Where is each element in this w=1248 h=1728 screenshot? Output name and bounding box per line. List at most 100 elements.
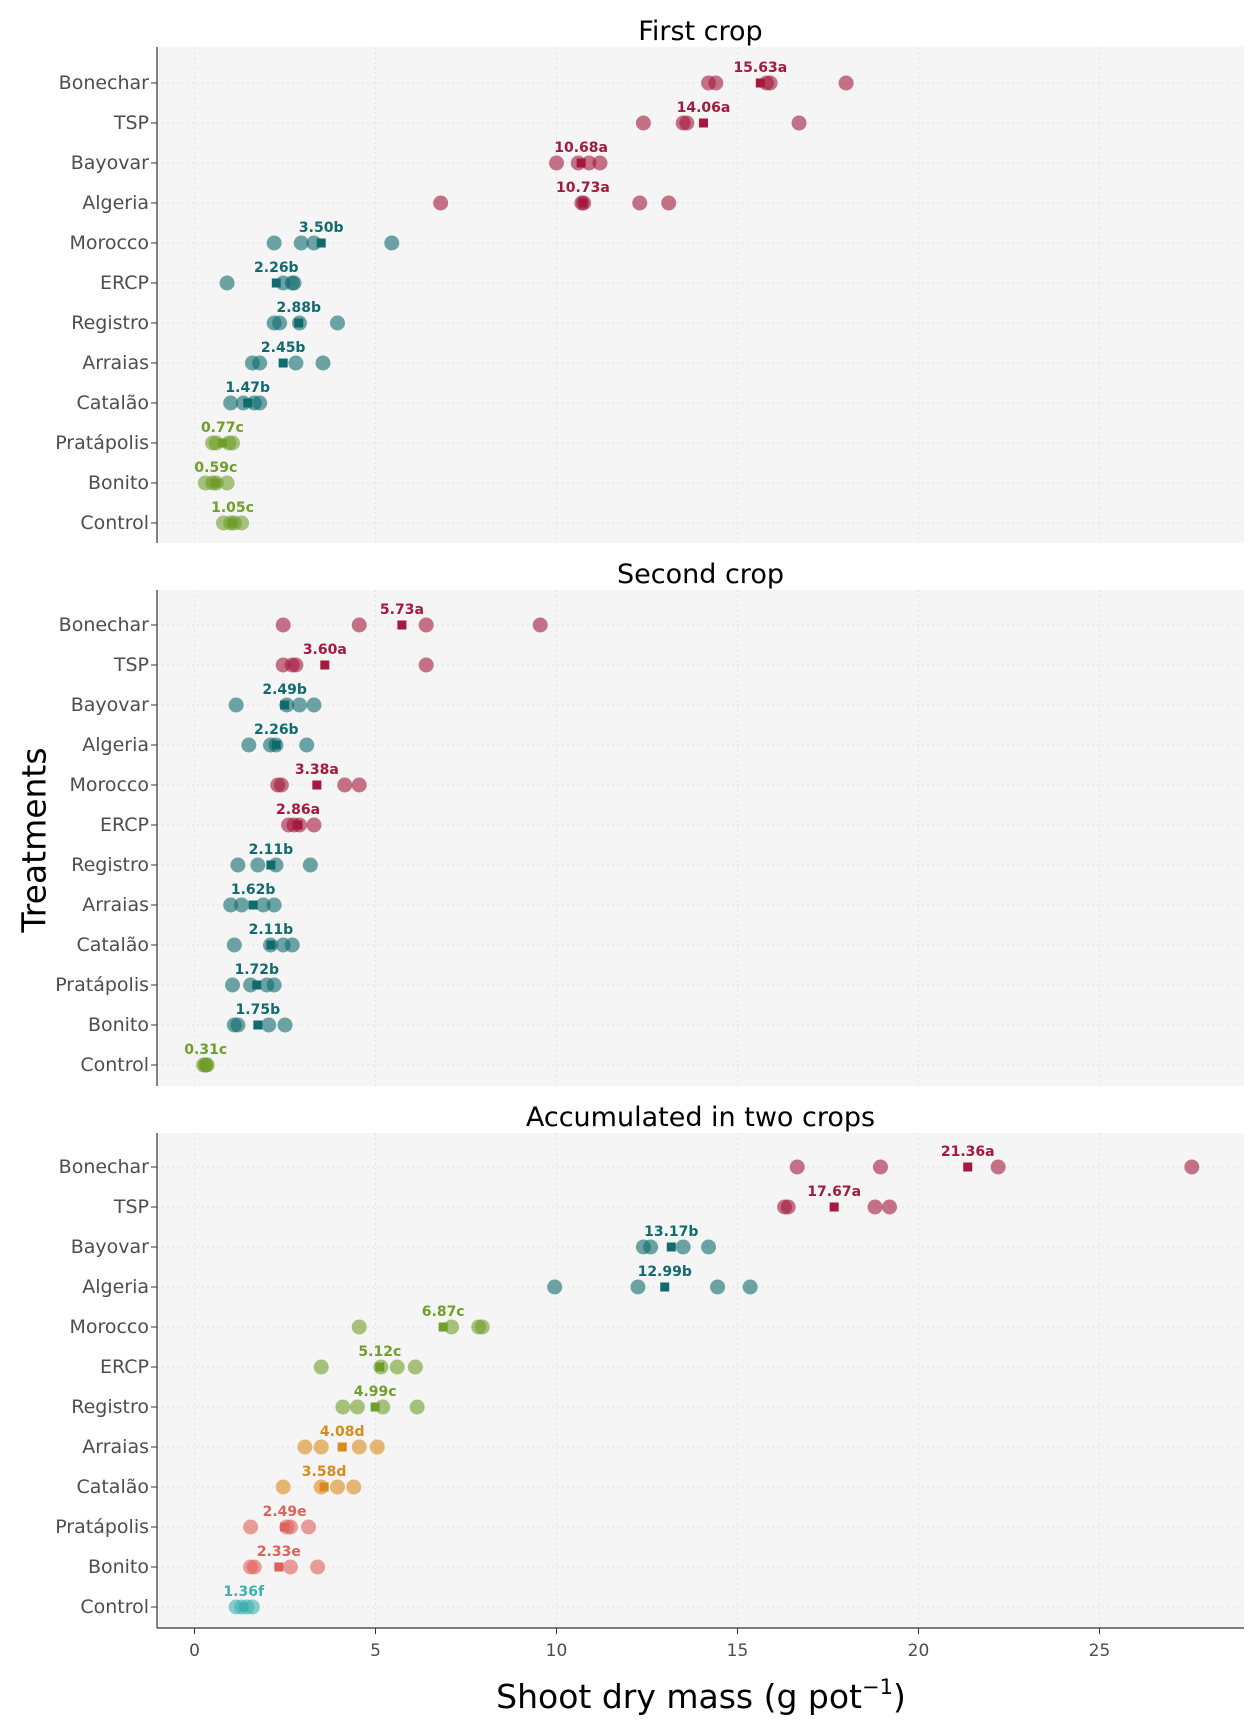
x-tick-label: 5	[370, 1641, 381, 1661]
data-point	[351, 1319, 367, 1335]
y-tick-label: Bonechar	[59, 72, 150, 94]
mean-label: 3.58d	[302, 1464, 347, 1480]
data-point	[250, 857, 266, 873]
y-tick-label: Morocco	[69, 774, 149, 796]
y-tick-label: Pratápolis	[55, 432, 149, 454]
y-tick-label: Bonechar	[59, 614, 150, 636]
data-point	[219, 475, 235, 491]
data-point	[549, 155, 564, 171]
mean-marker	[239, 1602, 249, 1612]
mean-marker	[274, 1562, 284, 1572]
data-point	[867, 1199, 883, 1215]
data-point	[223, 897, 239, 913]
data-point	[349, 1399, 365, 1415]
y-tick-label: TSP	[113, 112, 149, 134]
data-point	[277, 1017, 293, 1033]
data-point	[990, 1159, 1006, 1175]
mean-marker	[320, 660, 330, 670]
data-point	[243, 1519, 259, 1535]
x-axis-title-superscript: −1	[862, 1675, 893, 1699]
data-point	[297, 1439, 313, 1455]
data-point	[329, 1479, 345, 1495]
y-tick-label: Registro	[71, 312, 149, 334]
data-point	[384, 235, 400, 251]
mean-label: 0.31c	[184, 1042, 227, 1058]
panel-2: Bonechar TSP Bayovar Algeria Morocco ERCP Regi…	[55, 559, 1244, 1086]
mean-marker	[280, 1522, 290, 1532]
data-point	[762, 75, 778, 91]
data-point	[219, 275, 235, 291]
mean-marker	[278, 358, 288, 368]
mean-label: 2.11b	[249, 842, 294, 858]
data-point	[701, 1239, 717, 1255]
mean-marker	[337, 1442, 347, 1452]
data-point	[301, 1519, 317, 1535]
y-tick-label: Arraias	[82, 1436, 149, 1458]
mean-label: 3.50b	[299, 220, 344, 236]
data-point	[547, 1279, 563, 1295]
data-point	[407, 1359, 423, 1375]
mean-marker	[963, 1162, 973, 1172]
data-point	[418, 617, 434, 633]
data-point	[299, 737, 315, 753]
mean-marker	[294, 318, 304, 328]
data-point	[275, 1479, 291, 1495]
mean-marker	[253, 1020, 263, 1030]
mean-label: 5.73a	[380, 602, 424, 618]
mean-label: 5.12c	[358, 1344, 401, 1360]
mean-marker	[248, 900, 258, 910]
data-point	[329, 315, 345, 331]
data-point	[266, 897, 282, 913]
data-point	[346, 1479, 362, 1495]
data-point	[273, 777, 289, 793]
mean-label: 2.49b	[262, 682, 307, 698]
data-point	[230, 857, 246, 873]
mean-marker	[271, 278, 281, 288]
panel-background	[157, 590, 1244, 1086]
panel-title: First crop	[638, 16, 762, 47]
mean-label: 1.72b	[234, 962, 279, 978]
data-point	[288, 657, 304, 673]
mean-marker	[266, 860, 276, 870]
mean-label: 1.36f	[223, 1584, 265, 1600]
data-point	[302, 857, 318, 873]
panel-3: Bonechar TSP Bayovar Algeria Morocco ERCP Regi…	[55, 1102, 1244, 1661]
x-tick-label: 20	[908, 1641, 930, 1661]
y-tick-label: TSP	[113, 1196, 149, 1218]
mean-marker	[397, 620, 407, 630]
mean-label: 2.88b	[276, 300, 321, 316]
data-point	[418, 657, 434, 673]
y-tick-label: Algeria	[82, 734, 149, 756]
data-point	[592, 155, 608, 171]
mean-marker	[666, 1242, 676, 1252]
data-point	[351, 777, 367, 793]
y-tick-label: Bayovar	[71, 694, 149, 716]
data-point	[444, 1319, 460, 1335]
data-point	[679, 115, 695, 131]
data-point	[275, 617, 291, 633]
mean-label: 6.87c	[422, 1304, 465, 1320]
y-tick-label: ERCP	[100, 1356, 149, 1378]
mean-marker	[698, 118, 708, 128]
mean-label: 4.99c	[354, 1384, 397, 1400]
x-tick-label: 15	[727, 1641, 749, 1661]
panel-1: Bonechar TSP Bayovar Algeria Morocco ERCP Regi…	[55, 16, 1244, 543]
data-point	[266, 977, 282, 993]
data-point	[293, 235, 309, 251]
mean-label: 2.49e	[263, 1504, 307, 1520]
y-tick-label: Catalão	[76, 934, 149, 956]
mean-label: 12.99b	[638, 1264, 692, 1280]
data-point	[225, 977, 241, 993]
y-tick-label: Catalão	[76, 392, 149, 414]
mean-marker	[660, 1282, 670, 1292]
data-point	[310, 1559, 326, 1575]
y-tick-label: Control	[80, 1054, 149, 1076]
data-point	[882, 1199, 898, 1215]
data-point	[675, 1239, 691, 1255]
data-point	[409, 1399, 425, 1415]
mean-marker	[280, 700, 290, 710]
y-tick-label: Algeria	[82, 192, 149, 214]
data-point	[286, 275, 302, 291]
data-point	[337, 777, 353, 793]
mean-marker	[316, 238, 326, 248]
